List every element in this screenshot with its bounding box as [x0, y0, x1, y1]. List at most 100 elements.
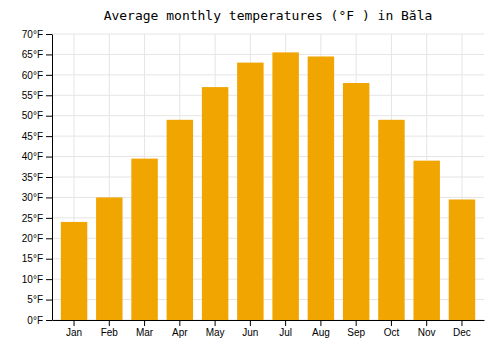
- bar: [61, 222, 87, 320]
- y-grid-line: [52, 95, 484, 96]
- y-grid-line: [52, 115, 484, 116]
- x-tick: Aug: [312, 320, 330, 338]
- x-tick: Oct: [384, 320, 400, 338]
- bar: [378, 120, 404, 320]
- bar: [413, 161, 439, 320]
- x-tick-mark: [74, 320, 75, 326]
- y-tick-label: 40°F: [22, 151, 43, 162]
- y-axis: 0°F 5°F 10°F 15°F 20°F 25°F 30°F 35°F 40°F 45°F 50…: [22, 29, 53, 326]
- x-axis-line: [53, 320, 485, 321]
- x-tick-label: Dec: [453, 327, 471, 338]
- x-tick: Feb: [101, 320, 119, 338]
- x-tick: Jun: [242, 320, 258, 338]
- x-tick-label: Aug: [312, 327, 330, 338]
- x-tick: May: [206, 320, 225, 338]
- y-tick-label: 0°F: [27, 315, 43, 326]
- x-tick: Jan: [66, 320, 82, 338]
- x-tick-mark: [215, 320, 216, 326]
- x-tick-mark: [391, 320, 392, 326]
- y-tick: 30°F: [22, 192, 52, 203]
- y-grid-line: [52, 54, 484, 55]
- y-tick-mark: [46, 279, 52, 280]
- x-tick-mark: [179, 320, 180, 326]
- bar: [96, 197, 122, 320]
- y-tick-mark: [46, 136, 52, 137]
- y-tick-mark: [46, 34, 52, 35]
- plot-area: [61, 52, 475, 320]
- y-tick-mark: [46, 157, 52, 158]
- x-tick-mark: [250, 320, 251, 326]
- y-tick-mark: [46, 218, 52, 219]
- x-tick-mark: [426, 320, 427, 326]
- y-tick-label: 20°F: [22, 233, 43, 244]
- y-tick-mark: [46, 320, 52, 321]
- y-tick-label: 60°F: [22, 70, 43, 81]
- y-tick: 70°F: [22, 29, 52, 40]
- x-tick-label: Sep: [347, 327, 365, 338]
- chart-title: Average monthly temperatures (°F ) in Bă…: [104, 8, 433, 23]
- y-tick: 40°F: [22, 151, 52, 162]
- x-tick-label: Feb: [101, 327, 119, 338]
- bar: [308, 56, 334, 320]
- bar: [202, 87, 228, 320]
- x-tick-label: Nov: [418, 327, 436, 338]
- y-tick: 55°F: [22, 90, 52, 101]
- x-tick-label: May: [206, 327, 225, 338]
- y-tick-label: 15°F: [22, 253, 43, 264]
- y-tick-label: 35°F: [22, 172, 43, 183]
- bar: [167, 120, 193, 320]
- y-tick: 10°F: [22, 274, 52, 285]
- y-tick: 45°F: [22, 131, 52, 142]
- x-axis: Jan Feb Mar Apr May Jun Jul Aug Sep Oct Nov Dec: [53, 320, 485, 338]
- x-tick-label: Apr: [172, 327, 188, 338]
- y-tick: 20°F: [22, 233, 52, 244]
- grid: [52, 34, 484, 320]
- bar: [272, 52, 298, 320]
- x-tick-mark: [461, 320, 462, 326]
- y-tick: 50°F: [22, 110, 52, 121]
- y-tick-label: 45°F: [22, 131, 43, 142]
- bar: [449, 199, 475, 320]
- x-tick: Jul: [279, 320, 292, 338]
- y-tick: 35°F: [22, 172, 52, 183]
- y-tick: 25°F: [22, 213, 52, 224]
- x-tick: Dec: [453, 320, 471, 338]
- y-tick-mark: [46, 95, 52, 96]
- y-tick-label: 50°F: [22, 110, 43, 121]
- y-tick-label: 5°F: [27, 294, 43, 305]
- x-tick-label: Oct: [384, 327, 400, 338]
- y-tick-mark: [46, 116, 52, 117]
- x-tick: Apr: [172, 320, 188, 338]
- y-tick: 15°F: [22, 253, 52, 264]
- y-tick-mark: [46, 177, 52, 178]
- bar: [131, 159, 157, 320]
- y-grid-line: [52, 34, 484, 35]
- y-tick-label: 55°F: [22, 90, 43, 101]
- y-tick-mark: [46, 259, 52, 260]
- y-tick: 65°F: [22, 49, 52, 60]
- y-tick-label: 30°F: [22, 192, 43, 203]
- x-tick-mark: [285, 320, 286, 326]
- x-tick-label: Jan: [66, 327, 82, 338]
- x-tick-mark: [320, 320, 321, 326]
- x-tick-mark: [356, 320, 357, 326]
- chart-container: Jan Feb Mar Apr May Jun Jul Aug Sep Oct Nov Dec 0°F 5…: [0, 0, 500, 350]
- x-tick-mark: [109, 320, 110, 326]
- x-tick: Mar: [136, 320, 154, 338]
- y-grid-line: [52, 156, 484, 157]
- x-tick-mark: [144, 320, 145, 326]
- x-tick-label: Jul: [279, 327, 292, 338]
- y-grid-line: [52, 136, 484, 137]
- y-tick-label: 70°F: [22, 29, 43, 40]
- y-tick-label: 25°F: [22, 213, 43, 224]
- chart-svg: Jan Feb Mar Apr May Jun Jul Aug Sep Oct Nov Dec 0°F 5…: [0, 0, 500, 350]
- y-grid-line: [52, 74, 484, 75]
- y-tick: 60°F: [22, 70, 52, 81]
- y-tick-mark: [46, 54, 52, 55]
- bar: [237, 63, 263, 320]
- y-axis-line: [52, 35, 53, 321]
- y-tick-label: 10°F: [22, 274, 43, 285]
- x-tick-label: Jun: [242, 327, 258, 338]
- y-tick: 0°F: [27, 315, 52, 326]
- y-tick: 5°F: [27, 294, 52, 305]
